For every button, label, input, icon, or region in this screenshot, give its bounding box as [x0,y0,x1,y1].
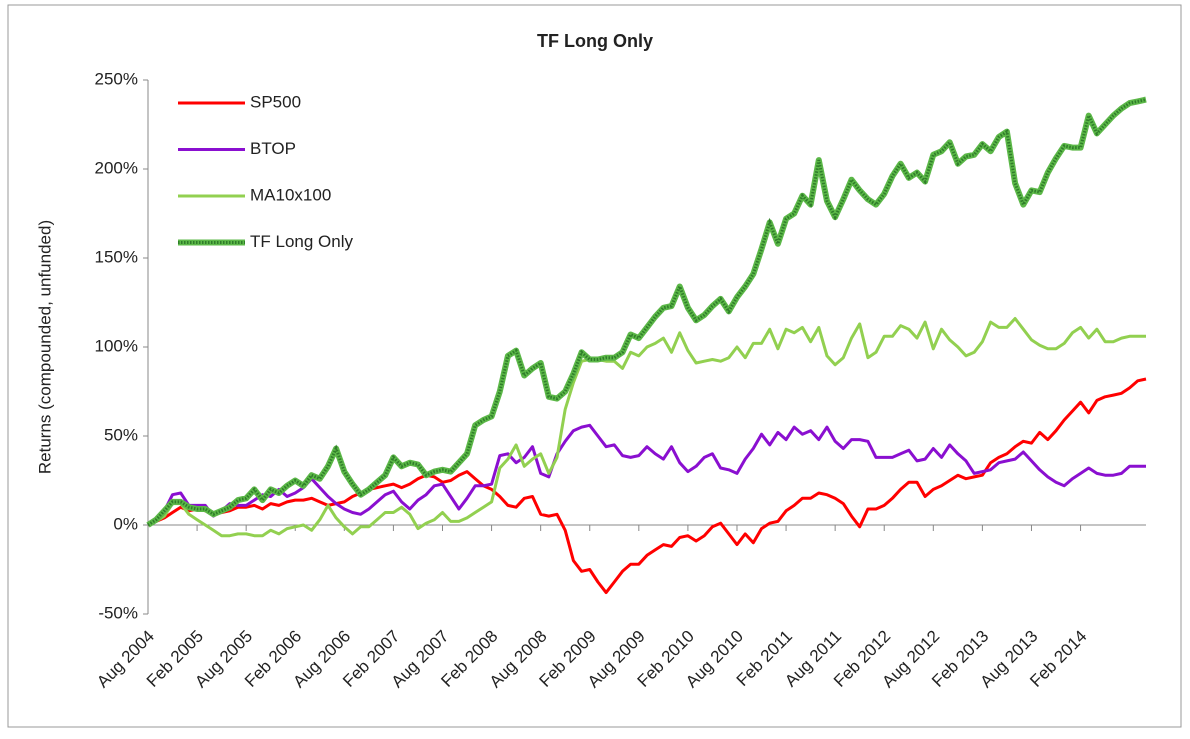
legend-label: TF Long Only [250,232,353,251]
legend-label: MA10x100 [250,185,331,204]
y-tick-label: 100% [95,336,138,355]
series-line-texture [147,98,1147,527]
y-tick-label: 0% [113,514,138,533]
series-line [147,423,1146,527]
chart-title: TF Long Only [537,31,653,51]
y-tick-label: 50% [104,425,138,444]
y-tick-label: 200% [95,158,138,177]
legend-label: SP500 [250,92,301,111]
y-axis-label: Returns (compounded, unfunded) [35,220,54,474]
y-tick-label: 150% [95,247,138,266]
y-tick-label: 250% [95,69,138,88]
series-line [147,377,1147,595]
series-line [147,317,1146,538]
chart-frame [7,4,1182,728]
legend-label: BTOP [250,139,296,158]
y-tick-label: -50% [98,603,138,622]
